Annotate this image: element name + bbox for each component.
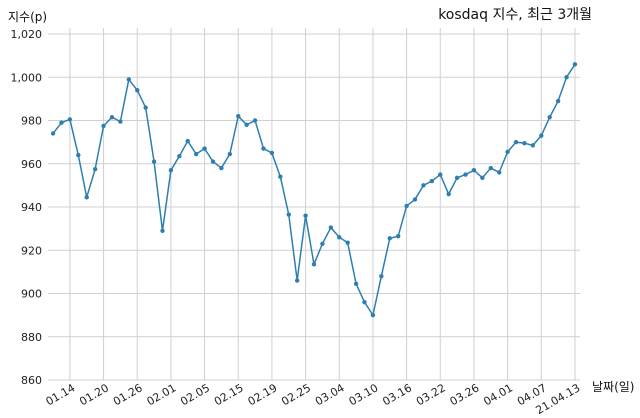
y-tick-label: 1,020 — [11, 28, 43, 41]
data-point — [168, 168, 174, 173]
data-point — [496, 170, 502, 175]
data-point — [412, 197, 418, 202]
data-point — [252, 118, 258, 123]
data-point — [379, 274, 384, 279]
data-point — [101, 123, 106, 129]
data-point — [177, 153, 182, 159]
x-tick-label: 03.26 — [448, 381, 482, 408]
data-point — [438, 172, 443, 177]
data-point — [227, 151, 233, 157]
data-point — [59, 120, 64, 125]
series-line — [50, 62, 578, 318]
data-point — [160, 228, 165, 233]
data-point — [303, 213, 308, 218]
data-point — [76, 152, 81, 158]
data-point — [67, 117, 73, 122]
x-tick-label: 02.05 — [178, 381, 212, 408]
x-tick-label: 01.14 — [44, 381, 78, 408]
data-point — [126, 77, 132, 82]
data-point — [269, 150, 275, 156]
y-tick-label: 960 — [21, 158, 42, 171]
data-point — [395, 233, 401, 239]
data-point — [404, 203, 409, 209]
data-point — [320, 241, 325, 246]
x-tick-label: 03.16 — [380, 381, 414, 408]
x-tick-label: 02.19 — [246, 381, 280, 408]
data-point — [362, 299, 367, 305]
data-point — [219, 165, 224, 171]
y-tick-label: 1,000 — [11, 71, 43, 84]
x-tick-label: 03.22 — [414, 381, 448, 408]
data-point — [210, 159, 216, 164]
data-point — [480, 175, 485, 181]
data-point — [513, 139, 519, 145]
x-tick-label: 04.01 — [481, 381, 515, 408]
data-point — [505, 149, 510, 155]
data-point — [522, 141, 527, 146]
data-point — [454, 175, 460, 181]
data-point — [564, 75, 569, 80]
data-point — [84, 195, 89, 200]
data-point — [555, 98, 561, 104]
data-point — [261, 146, 266, 151]
data-point — [345, 240, 350, 245]
data-point — [236, 113, 241, 119]
data-point — [311, 262, 317, 267]
data-point — [118, 119, 123, 124]
data-point — [109, 115, 115, 120]
y-tick-label: 880 — [21, 331, 42, 344]
x-tick-label: 03.10 — [347, 381, 381, 408]
data-point — [446, 191, 451, 197]
y-tick-label: 860 — [21, 374, 42, 387]
data-point — [387, 236, 392, 241]
x-tick-label: 01.20 — [77, 381, 111, 408]
y-tick-label: 980 — [21, 115, 42, 128]
data-point — [463, 172, 468, 177]
y-tick-label: 940 — [21, 201, 42, 214]
data-point — [421, 183, 426, 188]
data-point — [337, 235, 342, 240]
data-point — [202, 146, 207, 151]
data-point — [244, 122, 249, 128]
data-point — [370, 312, 376, 318]
data-point — [278, 174, 283, 179]
data-point — [50, 131, 56, 136]
data-point — [353, 281, 359, 286]
x-tick-label: 02.25 — [279, 381, 313, 408]
data-point — [488, 165, 493, 171]
data-point — [143, 105, 148, 110]
data-point — [286, 212, 291, 217]
data-point — [193, 151, 199, 157]
data-point — [547, 115, 552, 120]
data-point — [294, 278, 300, 283]
data-point — [530, 143, 536, 148]
data-point — [151, 159, 157, 164]
data-point — [135, 88, 140, 93]
x-tick-label: 02.01 — [145, 381, 179, 408]
x-tick-label: 03.04 — [313, 381, 347, 408]
data-point — [471, 168, 477, 173]
series-path — [52, 63, 576, 316]
x-tick-label: 01.26 — [111, 381, 145, 408]
data-point — [429, 178, 435, 184]
x-axis-label: 날짜(일) — [592, 380, 635, 394]
y-tick-label: 900 — [21, 288, 42, 301]
data-point — [539, 133, 544, 138]
data-point — [92, 166, 98, 172]
data-point — [328, 225, 334, 230]
x-tick-label: 02.15 — [212, 381, 246, 408]
y-tick-label: 920 — [21, 244, 42, 257]
chart-title: kosdaq 지수, 최근 3개월 — [438, 7, 592, 23]
data-point — [572, 62, 578, 67]
data-point — [185, 138, 190, 144]
y-axis-label: 지수(p) — [8, 10, 48, 24]
